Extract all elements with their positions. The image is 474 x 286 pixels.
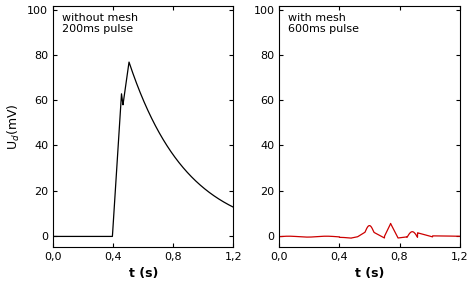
X-axis label: t (s): t (s) [128, 267, 158, 281]
Y-axis label: U$_d$(mV): U$_d$(mV) [6, 103, 22, 150]
Text: without mesh
200ms pulse: without mesh 200ms pulse [62, 13, 138, 34]
Text: with mesh
600ms pulse: with mesh 600ms pulse [288, 13, 359, 34]
X-axis label: t (s): t (s) [355, 267, 384, 281]
